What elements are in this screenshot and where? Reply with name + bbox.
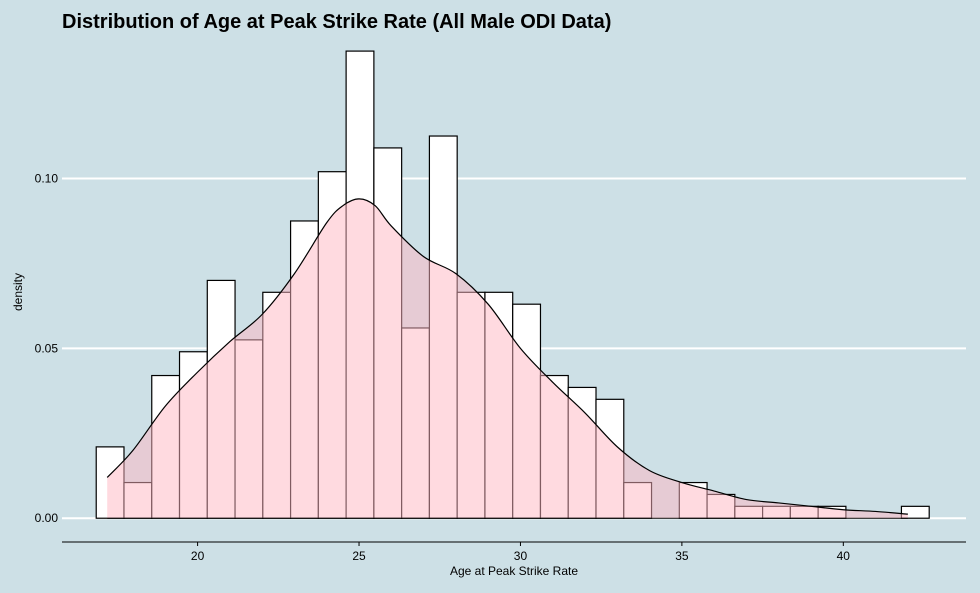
x-tick-label-4: 40	[837, 549, 851, 563]
density-curve	[106, 198, 908, 515]
chart-title: Distribution of Age at Peak Strike Rate …	[62, 11, 612, 33]
y-tick-label-2: 0.10	[35, 171, 59, 185]
y-tick-label-1: 0.05	[35, 341, 59, 355]
histogram-bar-29	[900, 505, 930, 519]
x-tick-label-3: 35	[675, 549, 689, 563]
x-axis-title: Age at Peak Strike Rate	[450, 564, 578, 578]
density-layer	[106, 198, 908, 519]
y-tick-label-0: 0.00	[35, 511, 59, 525]
axis-layer: 20 25 30 35 40 0.00 0.05 0.10	[35, 171, 966, 563]
x-tick-label-0: 20	[191, 549, 205, 563]
density-area	[107, 198, 908, 519]
x-tick-label-1: 25	[352, 549, 366, 563]
y-axis-title: density	[11, 273, 25, 311]
x-tick-label-2: 30	[514, 549, 528, 563]
